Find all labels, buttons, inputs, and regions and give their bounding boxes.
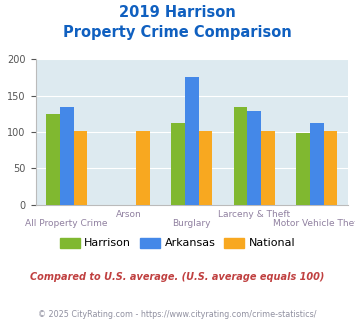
Bar [73,131,87,205]
Bar [310,123,323,205]
Bar [60,107,73,205]
Text: All Property Crime: All Property Crime [26,219,108,228]
Bar [323,131,337,205]
Bar [296,133,310,205]
Text: Compared to U.S. average. (U.S. average equals 100): Compared to U.S. average. (U.S. average … [30,272,325,282]
Text: Burglary: Burglary [173,219,211,228]
Bar [185,77,198,205]
Bar [234,107,247,205]
Text: Larceny & Theft: Larceny & Theft [218,210,290,218]
Text: Arson: Arson [116,210,142,218]
Text: Motor Vehicle Theft: Motor Vehicle Theft [273,219,355,228]
Text: © 2025 CityRating.com - https://www.cityrating.com/crime-statistics/: © 2025 CityRating.com - https://www.city… [38,310,317,319]
Text: 2019 Harrison: 2019 Harrison [119,5,236,20]
Legend: Harrison, Arkansas, National: Harrison, Arkansas, National [55,233,300,253]
Bar [136,131,150,205]
Bar [198,131,212,205]
Bar [261,131,275,205]
Text: Property Crime Comparison: Property Crime Comparison [63,25,292,40]
Bar [247,111,261,205]
Bar [46,114,60,205]
Bar [171,123,185,205]
